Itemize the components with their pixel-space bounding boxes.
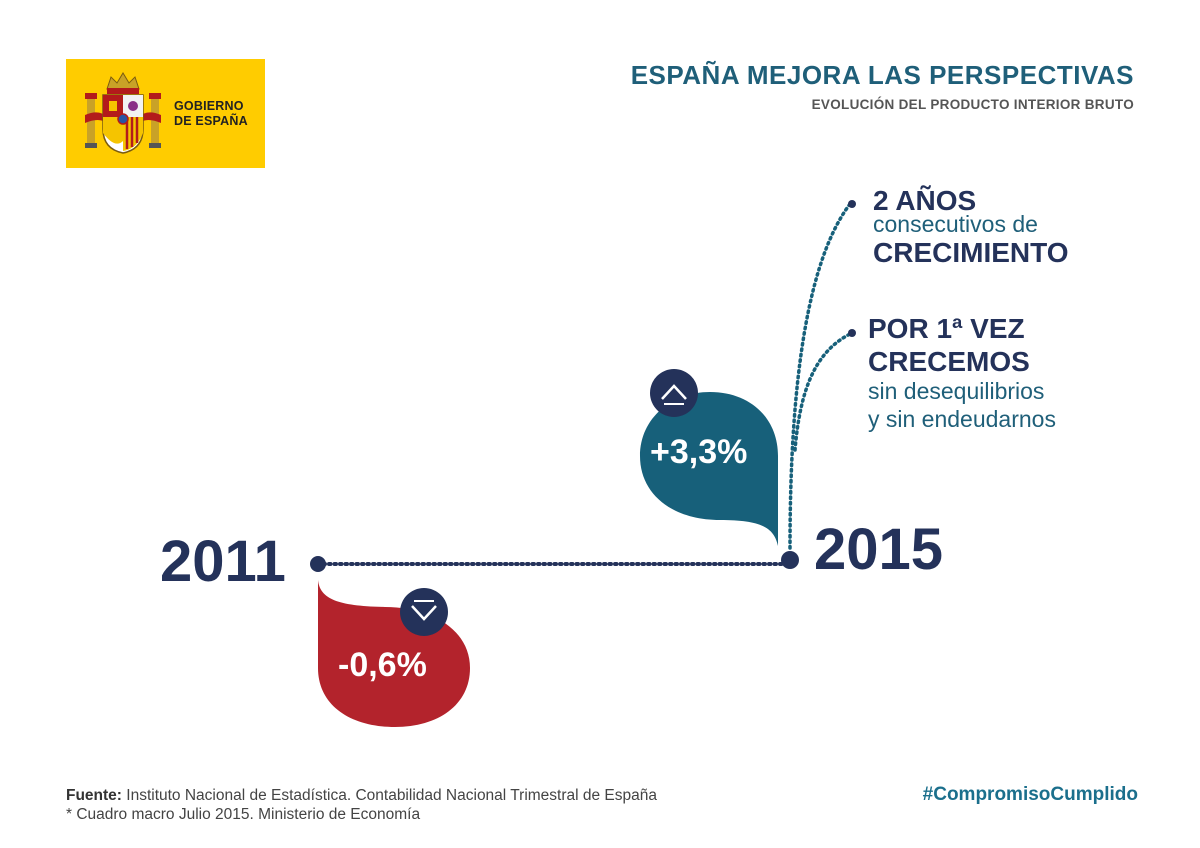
- year-2011-label: 2011: [160, 529, 286, 594]
- page-subtitle: EVOLUCIÓN DEL PRODUCTO INTERIOR BRUTO: [811, 97, 1134, 112]
- chevron-down-icon: [400, 588, 448, 636]
- source-note: * Cuadro macro Julio 2015. Ministerio de…: [66, 806, 421, 823]
- point-2015: [781, 551, 799, 569]
- note-first-time: POR 1ª VEZ CRECEMOS sin desequilibrios y…: [868, 314, 1056, 433]
- value-2015-label: +3,3%: [650, 433, 748, 471]
- connector-note-1: [788, 202, 852, 550]
- note-2-line2: CRECEMOS: [868, 346, 1030, 377]
- bubble-2015: [640, 392, 778, 546]
- note-2-line4: y sin endeudarnos: [868, 406, 1056, 432]
- year-2015-label: 2015: [814, 517, 944, 582]
- gobierno-logo: GOBIERNO DE ESPAÑA: [66, 59, 265, 168]
- note-growth-years: 2 AÑOS consecutivos de CRECIMIENTO: [873, 186, 1069, 268]
- note-1-line2: consecutivos de: [873, 211, 1038, 237]
- source-text: Instituto Nacional de Estadística. Conta…: [121, 787, 658, 804]
- chevron-up-icon: [650, 369, 698, 417]
- coat-of-arms-icon: [85, 72, 161, 154]
- value-2011-label: -0,6%: [338, 646, 427, 684]
- note-2-dot: [848, 329, 856, 337]
- note-1-line3: CRECIMIENTO: [873, 237, 1069, 268]
- logo-text-line1: GOBIERNO: [174, 99, 244, 113]
- hashtag-link[interactable]: #CompromisoCumplido: [922, 784, 1138, 805]
- note-1-line1: 2 AÑOS: [873, 185, 977, 216]
- note-2-line3: sin desequilibrios: [868, 378, 1045, 404]
- point-2011: [310, 556, 326, 572]
- connector-note-2: [793, 332, 852, 452]
- note-1-dot: [848, 200, 856, 208]
- logo-text-line2: DE ESPAÑA: [174, 114, 248, 128]
- note-2-line1: POR 1ª VEZ: [868, 313, 1025, 344]
- page-title: ESPAÑA MEJORA LAS PERSPECTIVAS: [630, 60, 1134, 90]
- source-footer: Fuente: Instituto Nacional de Estadístic…: [66, 786, 657, 824]
- source-label: Fuente:: [66, 787, 122, 804]
